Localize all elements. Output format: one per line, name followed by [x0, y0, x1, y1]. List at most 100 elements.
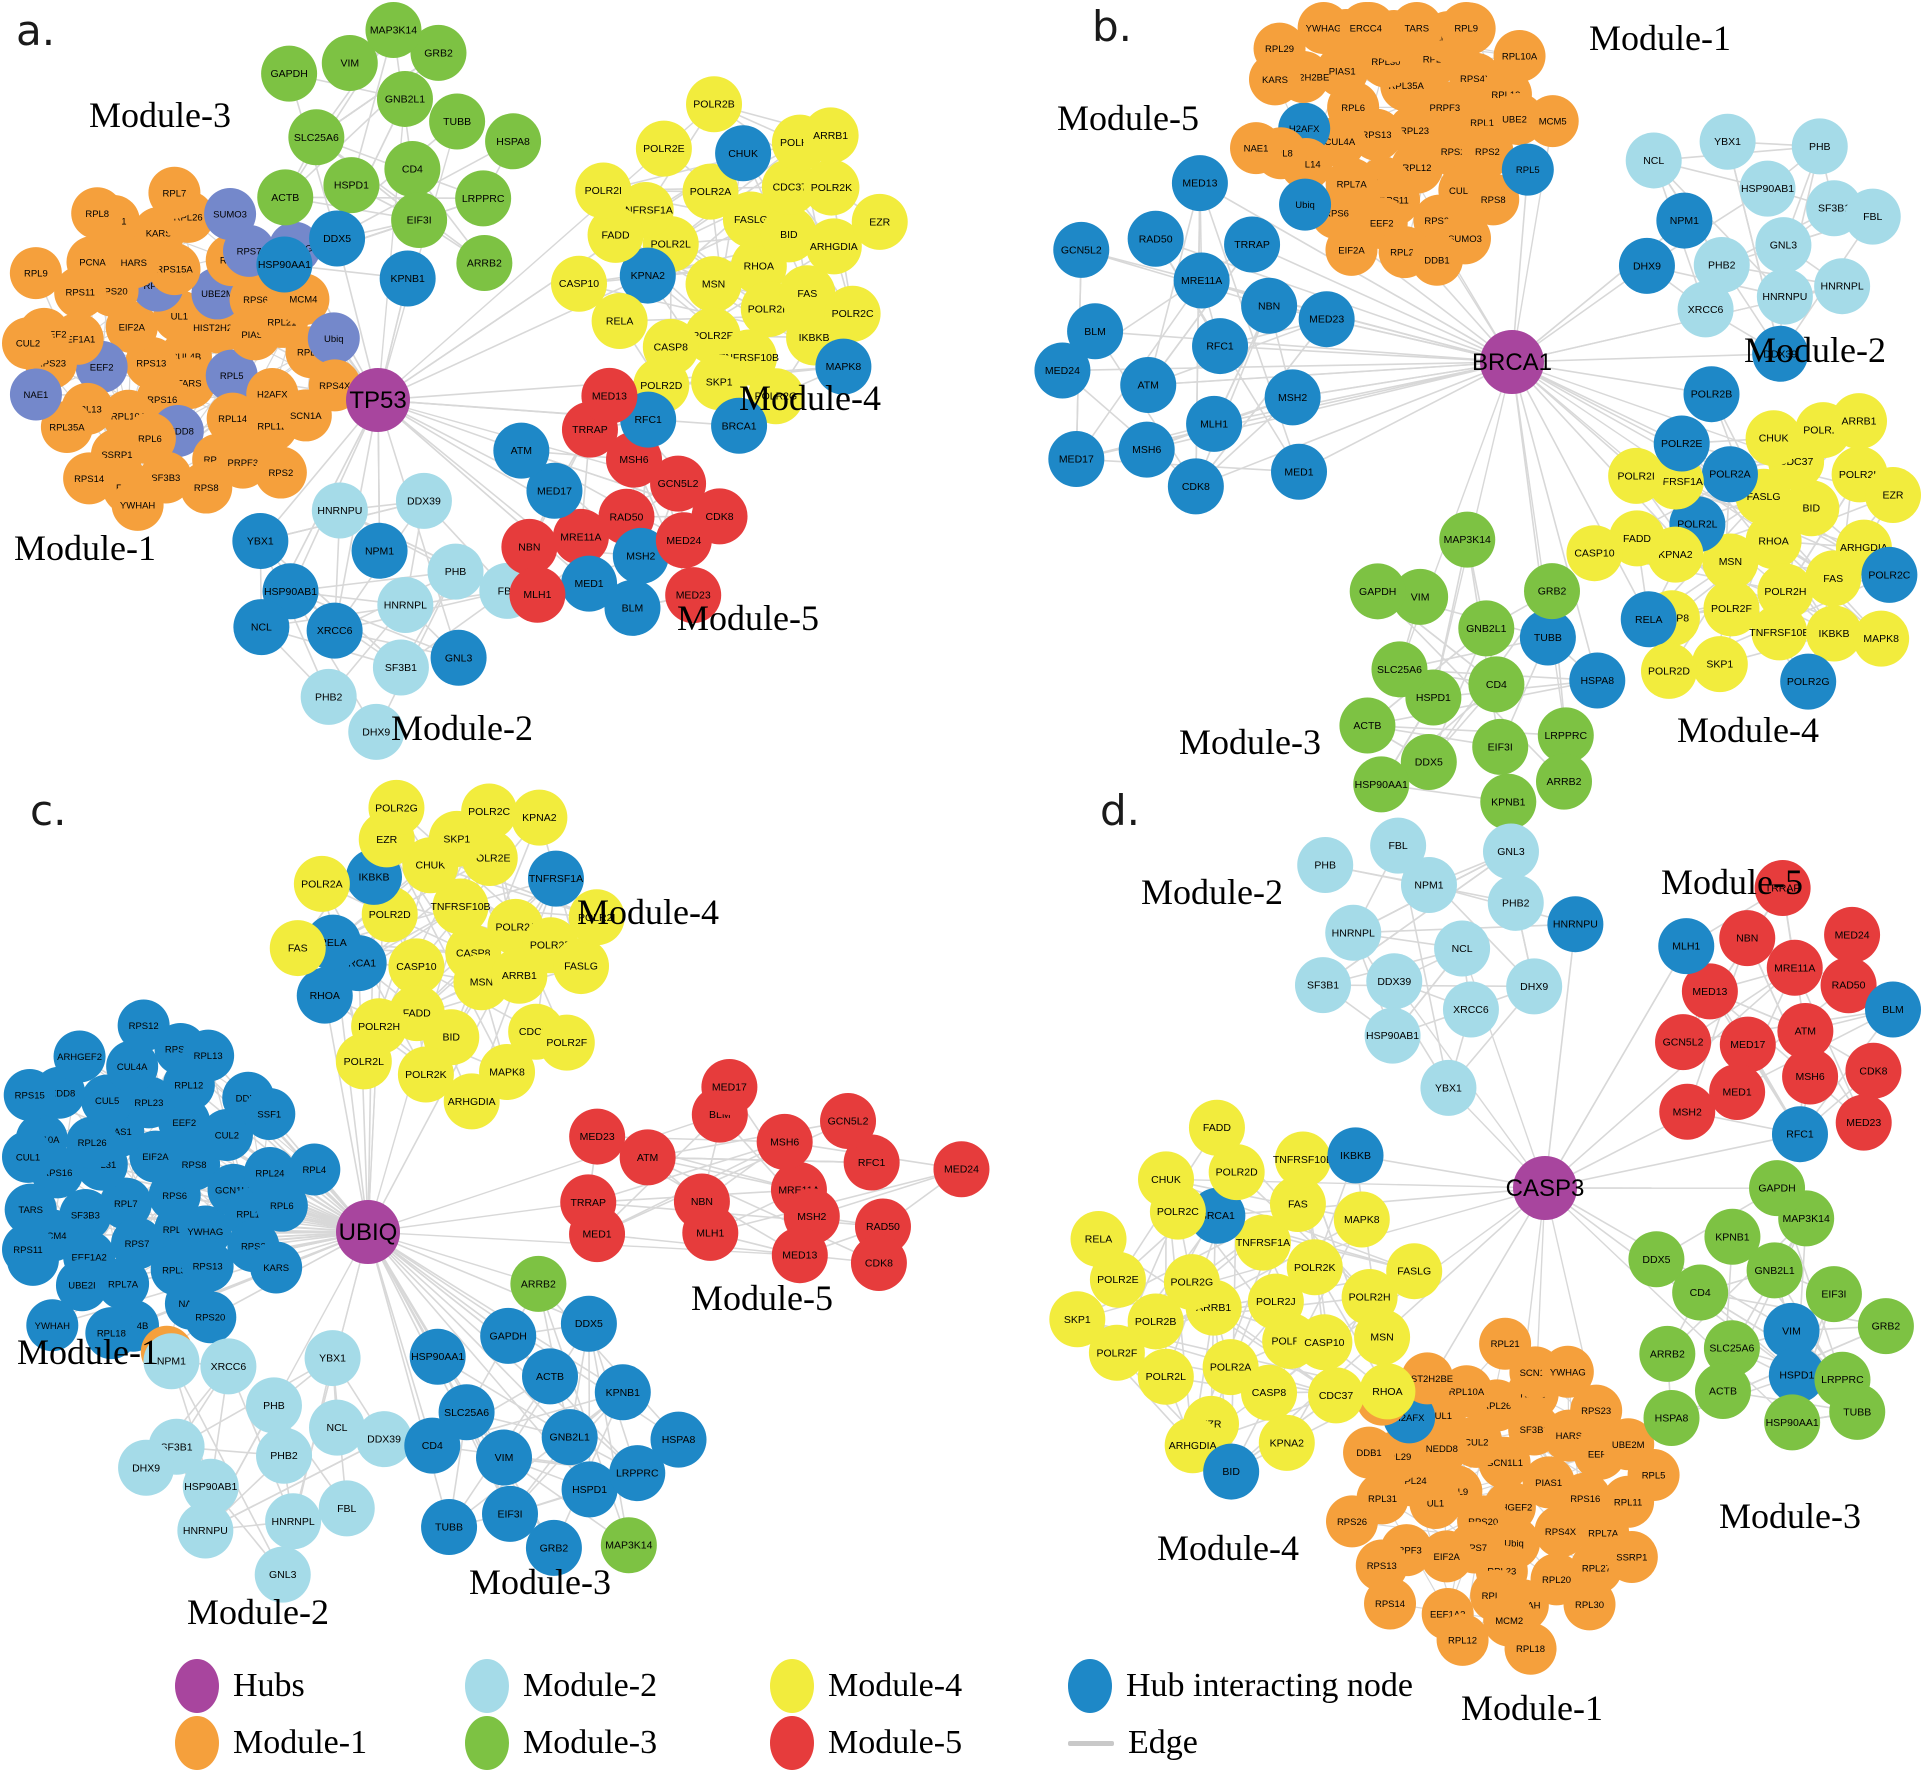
node-DDX5: DDX5: [309, 210, 366, 267]
node-ATM: ATM: [1120, 356, 1177, 413]
node-label: NCL: [1643, 155, 1664, 167]
node-TNFRSF10B: TNFRSF10B: [1749, 604, 1809, 661]
hub-edge: [1511, 361, 1650, 620]
hub-edge: [1544, 1187, 1793, 1423]
node-label: ATM: [511, 445, 532, 457]
module-node-circle: [397, 1046, 454, 1103]
hub-interacting-node-circle: [1653, 415, 1710, 472]
node-RPS26: RPS26: [1325, 1495, 1378, 1548]
hub-edge: [1219, 345, 1513, 363]
node-label: TNFRSF10B: [1749, 627, 1809, 639]
node-label: MED24: [944, 1164, 979, 1176]
node-label: BLM: [1084, 326, 1106, 338]
node-label: PRPF3: [1391, 1546, 1422, 1557]
node-label: MED23: [676, 590, 711, 602]
node-UBE2I: UBE2I: [55, 1259, 108, 1312]
hub-interacting-node-circle: [1763, 1302, 1820, 1359]
node-ATM: ATM: [619, 1129, 676, 1186]
node-label: POLR2E: [1661, 438, 1702, 450]
node-MLH1: MLH1: [1658, 918, 1715, 975]
hub-interacting-node-circle: [815, 338, 872, 395]
module-node-circle: [1865, 467, 1921, 524]
node-ARRB1: ARRB1: [802, 107, 859, 164]
node-label: HNRNPL: [1821, 281, 1864, 293]
node-RFC1: RFC1: [843, 1134, 900, 1191]
node-POLR2L: POLR2L: [1137, 1348, 1194, 1405]
node-POLR2G: POLR2G: [1780, 653, 1837, 710]
hub-interacting-node-circle: [351, 522, 408, 579]
module-node-circle: [356, 1411, 413, 1468]
node-label: RPS8: [182, 1160, 207, 1171]
node-MED23: MED23: [665, 567, 722, 624]
node-ACTB: ACTB: [257, 169, 314, 226]
module-node-circle: [760, 206, 817, 263]
node-label: MED17: [1730, 1039, 1765, 1051]
node-POLR2D: POLR2D: [1208, 1144, 1265, 1201]
module-node-circle: [779, 265, 836, 322]
node-label: RPL7: [114, 1199, 138, 1210]
module-node-circle: [538, 1014, 595, 1071]
node-label: PHB: [1809, 141, 1831, 153]
node-label: MSH6: [1795, 1071, 1824, 1083]
hub-interacting-node-circle: [182, 1029, 235, 1082]
node-label: BID: [1222, 1466, 1240, 1478]
node-label: POLR2J: [496, 921, 536, 933]
module-node-circle: [1703, 580, 1760, 637]
panel-letter-a: a.: [16, 6, 56, 55]
node-label: CHUK: [1759, 433, 1789, 445]
node-label: ATM: [637, 1152, 658, 1164]
hub-interacting-node-circle: [2, 1223, 54, 1276]
module-node-circle: [850, 1234, 907, 1291]
node-GNB2L1: GNB2L1: [541, 1409, 598, 1466]
node-label: SF3B1: [385, 662, 417, 674]
node-MED23: MED23: [1298, 291, 1355, 348]
node-RPS14: RPS14: [63, 452, 116, 505]
node-DHX9: DHX9: [1506, 958, 1563, 1015]
node-NAE1: NAE1: [1230, 122, 1283, 175]
module-node-circle: [1625, 132, 1682, 189]
node-label: RPS7: [1462, 1543, 1487, 1554]
node-label: RPL29: [1265, 44, 1294, 55]
node-XRCC6: XRCC6: [306, 602, 363, 659]
node-RPS8: RPS8: [180, 461, 233, 514]
node-label: DDB1: [1356, 1448, 1381, 1459]
module-caption-module-1: Module-1: [1589, 18, 1731, 58]
node-label: POLR2D: [369, 909, 411, 921]
module-node-circle: [771, 1227, 828, 1284]
node-label: BRCA1: [722, 420, 757, 432]
node-label: MAP3K14: [605, 1540, 652, 1552]
node-label: MSH2: [1278, 392, 1307, 404]
node-MED24: MED24: [1824, 906, 1881, 963]
node-BLM: BLM: [604, 579, 661, 636]
node-IKBKB: IKBKB: [1327, 1127, 1384, 1184]
node-label: TRRAP: [572, 424, 608, 436]
module-node-circle: [691, 354, 748, 411]
module-node-circle: [820, 1093, 877, 1150]
hub-interacting-node-circle: [1053, 221, 1110, 278]
node-label: TRRAP: [1234, 239, 1270, 251]
node-label: DDX39: [1377, 976, 1411, 988]
node-CDK8: CDK8: [1167, 458, 1224, 515]
node-label: ACTB: [536, 1371, 564, 1383]
node-label: UL1: [171, 312, 188, 323]
node-FASLG: FASLG: [1386, 1243, 1443, 1300]
node-MED13: MED13: [771, 1227, 828, 1284]
node-label: MED17: [1059, 454, 1094, 466]
node-CHUK: CHUK: [1745, 410, 1802, 467]
node-label: POLR2F: [1096, 1347, 1137, 1359]
node-label: NBN: [1736, 933, 1758, 945]
captions-panel-c: Module-1 Module-2 Module-3 Module-4 Module-5: [17, 892, 833, 1632]
node-label: POLR2I: [585, 185, 622, 197]
node-HSP90AA1: HSP90AA1: [409, 1328, 466, 1385]
node-label: LRPPRC: [616, 1468, 659, 1480]
node-NPM1: NPM1: [143, 1333, 200, 1390]
node-HSPD1: HSPD1: [323, 157, 380, 214]
node-label: YBX1: [247, 535, 274, 547]
node-label: RPL21: [1390, 248, 1419, 259]
edge: [647, 1156, 872, 1164]
node-EIF3I: EIF3I: [1472, 718, 1529, 775]
module-caption-module-5: Module-5: [1661, 862, 1803, 902]
hub-interacting-node-circle: [97, 1257, 150, 1310]
node-VIM: VIM: [1392, 568, 1449, 625]
edge: [588, 1323, 630, 1546]
